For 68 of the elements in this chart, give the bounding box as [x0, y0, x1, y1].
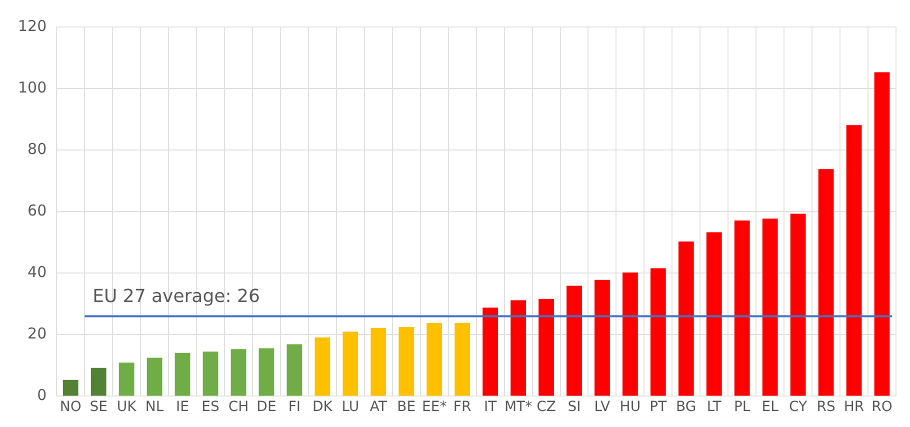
bar — [790, 214, 806, 396]
x-tick-label: PL — [734, 399, 750, 416]
y-tick-label: 40 — [28, 263, 47, 282]
x-tick-label: NL — [145, 399, 164, 416]
bar — [594, 280, 610, 396]
x-tick-label: CY — [789, 399, 808, 416]
bar — [174, 352, 190, 396]
x-tick-label: CZ — [536, 399, 556, 416]
x-tick-label: LU — [342, 399, 360, 416]
x-tick-label: PT — [650, 399, 668, 416]
x-tick-label: SI — [568, 399, 581, 416]
x-tick-label: FR — [453, 399, 472, 416]
x-tick-label: SE — [90, 399, 108, 416]
y-tick-label: 120 — [18, 16, 47, 35]
x-tick-label: DE — [256, 399, 276, 416]
x-tick-label: BG — [676, 399, 696, 416]
bar — [538, 298, 554, 396]
x-tick-label: HR — [844, 399, 864, 416]
x-tick-label: RO — [872, 399, 892, 416]
bar — [510, 300, 526, 396]
bar — [874, 72, 890, 396]
bar — [202, 352, 218, 396]
bar — [566, 286, 582, 396]
bar — [342, 332, 358, 396]
bar — [118, 362, 134, 396]
x-tick-label: RS — [816, 399, 836, 416]
y-tick-label: 60 — [28, 201, 47, 220]
ref-line-label: EU 27 average: 26 — [92, 286, 260, 307]
x-tick-label: EE* — [422, 399, 447, 416]
bar — [482, 308, 498, 396]
x-tick-label: ES — [202, 399, 220, 416]
x-tick-label: HU — [620, 399, 641, 416]
bar — [650, 268, 666, 396]
bar — [734, 220, 750, 396]
y-tick-label: 20 — [28, 324, 47, 343]
y-tick-label: 100 — [18, 78, 47, 96]
x-tick-label: LT — [706, 399, 722, 416]
bar — [454, 322, 470, 396]
bar — [230, 349, 246, 396]
bar — [678, 241, 694, 396]
bar — [762, 218, 778, 396]
bar — [398, 326, 414, 396]
bar — [370, 328, 386, 396]
x-tick-label: EL — [762, 399, 779, 416]
bar — [818, 169, 834, 396]
bar — [426, 322, 442, 396]
x-tick-label: LV — [594, 399, 611, 416]
bar — [258, 348, 274, 396]
bar — [146, 358, 162, 396]
x-tick-label: FI — [288, 399, 301, 416]
x-tick-label: NO — [60, 399, 82, 416]
x-tick-label: IE — [176, 399, 190, 416]
bar — [706, 232, 722, 396]
x-tick-label: AT — [370, 399, 388, 416]
bar — [622, 272, 638, 396]
x-tick-label: MT* — [504, 399, 532, 416]
x-tick-label: IT — [484, 399, 498, 416]
x-tick-label: CH — [228, 399, 249, 416]
bar — [62, 380, 78, 396]
bar — [314, 337, 330, 396]
bar — [90, 368, 106, 396]
bar — [286, 344, 302, 396]
y-tick-label: 80 — [28, 140, 47, 158]
bar — [846, 125, 862, 396]
x-tick-label: DK — [312, 399, 334, 416]
y-tick-label: 0 — [37, 386, 47, 404]
x-tick-label: BE — [397, 399, 416, 416]
x-tick-label: UK — [116, 399, 138, 416]
